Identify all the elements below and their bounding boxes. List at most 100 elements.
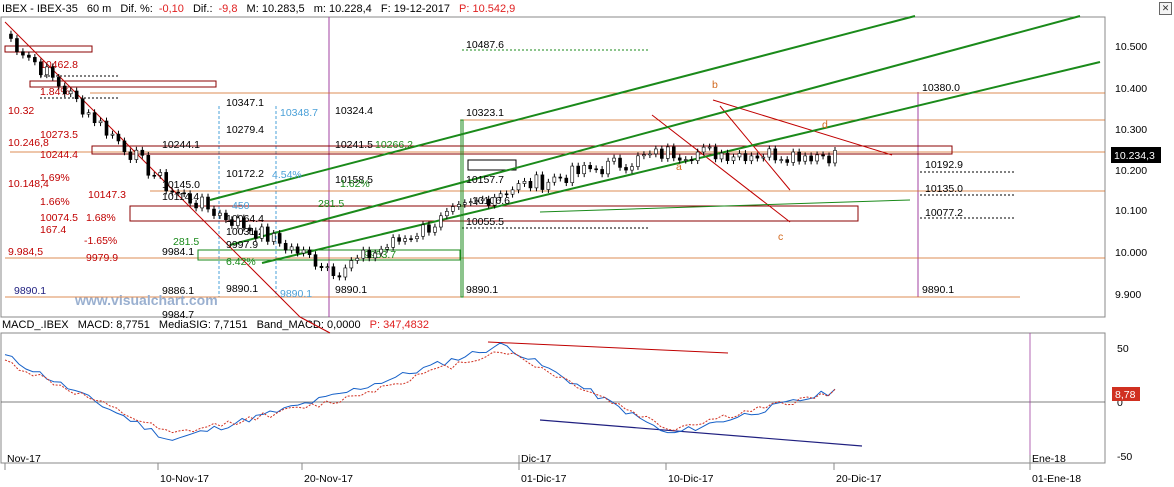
- candle-body: [56, 77, 61, 87]
- candle-body: [122, 140, 127, 153]
- candle-body: [528, 181, 533, 189]
- candle-body: [62, 85, 67, 95]
- candle-body: [194, 202, 198, 209]
- candle-body: [277, 233, 282, 244]
- left-168pct: 1.68%: [86, 212, 116, 224]
- candle-body: [624, 167, 628, 171]
- candle-body: [671, 146, 676, 159]
- trendline-red-4: [719, 105, 791, 191]
- dif-pct-label: Dif. %:: [120, 3, 153, 15]
- candle-body: [104, 120, 109, 136]
- candle-body: [468, 201, 473, 203]
- left-10246: 10.246,8: [8, 137, 49, 149]
- candle-body: [833, 150, 837, 164]
- chart-header: IBEX - IBEX-35 60 m Dif. %: -0,10 Dif.: -9…: [2, 1, 521, 17]
- candle-body: [564, 177, 569, 183]
- price-axis: 10.500 10.400 10.300 10.200 10.100 10.00…: [1111, 41, 1161, 301]
- label-10380: 10380.0: [922, 82, 960, 94]
- pct-450: 450: [232, 200, 250, 212]
- candle-body: [713, 146, 718, 160]
- date-label: F: 19-12-2017: [380, 3, 450, 15]
- time-tick: 20-Dic-17: [836, 473, 882, 485]
- left-184pct: 1.84%: [40, 86, 70, 98]
- label-10266: 10266.2: [375, 139, 413, 151]
- zone-wide-2: [129, 205, 859, 222]
- candle-body: [409, 238, 413, 240]
- candle-body: [725, 152, 730, 161]
- label-10487: 10487.6: [466, 39, 504, 51]
- current-macd-label: 8,78: [1115, 389, 1136, 401]
- macd-tick: -50: [1117, 451, 1132, 463]
- label-10323: 10323.1: [466, 107, 504, 119]
- pct-2815-b: 281.5: [173, 236, 199, 248]
- left-169pct: 1.69%: [40, 172, 70, 184]
- candle-body: [803, 155, 807, 162]
- left-166pct: 1.66%: [40, 196, 70, 208]
- candle-body: [397, 237, 401, 242]
- candle-body: [170, 190, 174, 193]
- current-price-label: 10.234,3: [1114, 150, 1155, 162]
- label-10279: 10279.4: [226, 124, 264, 136]
- candle-body: [313, 254, 318, 267]
- candle-body: [427, 224, 431, 233]
- candle-body: [439, 215, 443, 228]
- label-9953: 9953.7: [364, 249, 396, 261]
- price-tick: 10.200: [1115, 165, 1147, 177]
- candle-body: [486, 198, 491, 206]
- candle-body: [480, 198, 485, 201]
- left-10074: 10074.5: [40, 212, 78, 224]
- candle-body: [9, 33, 13, 39]
- macd-tick: 0: [1117, 397, 1123, 409]
- symbol-label: IBEX - IBEX-35: [2, 3, 78, 15]
- annotation-labels: 10487.6 10380.0 10347.1 10348.7 10324.4 …: [8, 39, 963, 321]
- left-10148: 10.148,4: [8, 178, 49, 190]
- macd-divergence-top: [487, 341, 729, 354]
- price-tick: 10.500: [1115, 41, 1147, 53]
- close-icon[interactable]: ✕: [1159, 2, 1172, 15]
- candle-body: [462, 202, 467, 205]
- candle-body: [534, 174, 539, 189]
- candle-body: [654, 148, 658, 155]
- candle-body: [707, 146, 712, 149]
- candle-body: [110, 133, 115, 136]
- candle-body: [361, 249, 366, 259]
- left-10244: 10244.4: [40, 149, 78, 161]
- zone-green-2: [197, 249, 461, 261]
- candle-body: [743, 153, 748, 162]
- candle-body: [582, 165, 587, 175]
- trendline-red-3: [712, 99, 893, 156]
- candle-body: [92, 112, 97, 124]
- candle-body: [152, 174, 157, 177]
- zone-green-3: [467, 159, 517, 171]
- candle-body: [445, 211, 449, 217]
- candle-body: [224, 212, 228, 220]
- candle-body: [683, 159, 688, 161]
- candle-body: [230, 219, 234, 226]
- candle-body: [21, 51, 25, 56]
- label-9890-c: 9890.1: [466, 284, 498, 296]
- candle-body: [367, 249, 372, 259]
- candle-body: [325, 266, 330, 269]
- candle-body: [337, 275, 342, 278]
- candle-body: [218, 212, 222, 216]
- pct-454: 4.54%: [272, 169, 302, 181]
- time-tick: 10-Dic-17: [668, 473, 714, 485]
- candle-body: [182, 192, 186, 195]
- candle-body: [86, 112, 91, 115]
- macd-line: [4, 342, 836, 441]
- channel-upper: [209, 15, 916, 201]
- left-10462: 10462.8: [40, 59, 78, 71]
- candle-body: [827, 155, 831, 164]
- candle-body: [779, 159, 784, 161]
- candle-body: [504, 193, 509, 196]
- macd-divergence-bottom: [539, 419, 863, 447]
- candle-body: [265, 226, 270, 242]
- candle-body: [570, 165, 575, 183]
- candle-body: [349, 260, 354, 269]
- current-price-badge: [1111, 147, 1161, 163]
- candle-body: [474, 200, 479, 202]
- candle-body: [457, 204, 461, 207]
- candle-body: [295, 246, 300, 254]
- label-10077: 10077.2: [925, 207, 963, 219]
